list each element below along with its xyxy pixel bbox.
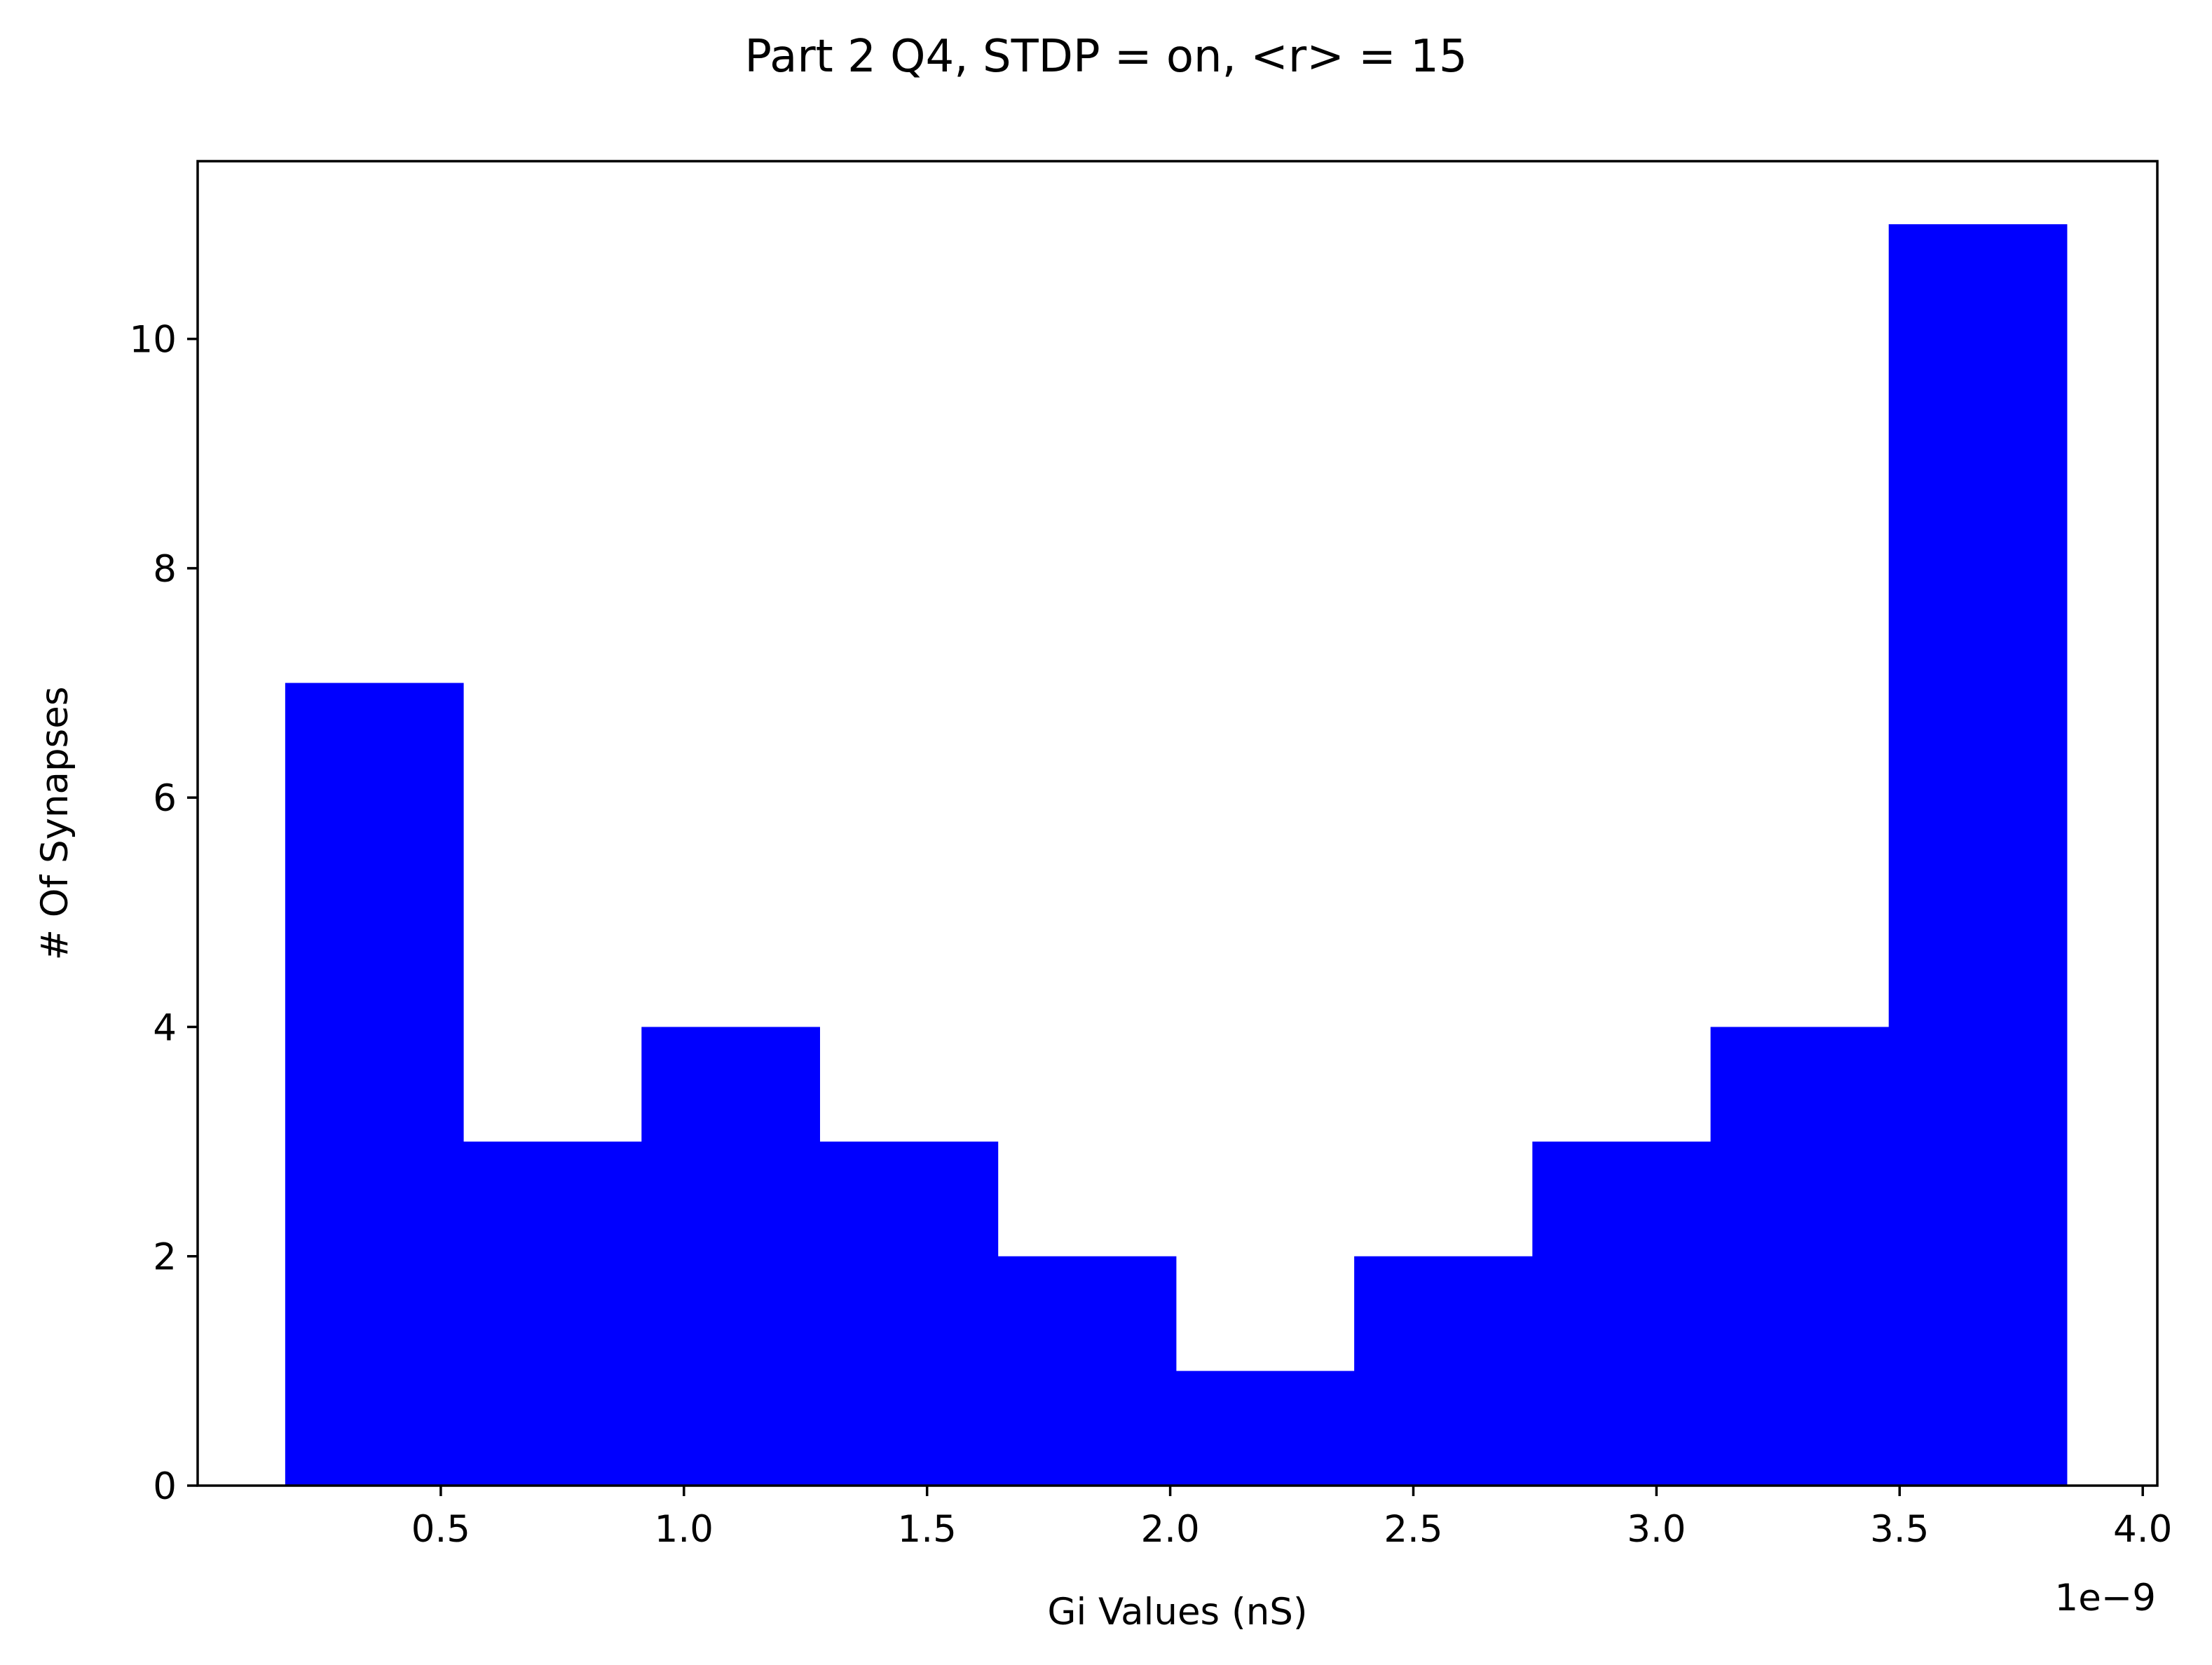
x-tick-label: 4.0	[2113, 1508, 2172, 1551]
x-axis-offset-label: 1e−9	[2055, 1577, 2156, 1619]
bars-group	[285, 224, 2068, 1486]
histogram-bar	[819, 1142, 999, 1486]
x-tick-label: 3.5	[1870, 1508, 1929, 1551]
x-tick-label: 2.5	[1384, 1508, 1442, 1551]
y-tick-label: 0	[153, 1465, 177, 1508]
histogram-bar	[1175, 1371, 1355, 1486]
plot-frame	[196, 160, 2159, 1487]
x-tick-label: 1.0	[655, 1508, 714, 1551]
x-tick-label: 1.5	[898, 1508, 957, 1551]
histogram-bar	[285, 683, 464, 1486]
x-tick-label: 3.0	[1627, 1508, 1686, 1551]
y-tick-label: 8	[153, 548, 177, 591]
y-tick-label: 2	[153, 1236, 177, 1279]
histogram-bar	[997, 1256, 1177, 1486]
histogram-bar	[641, 1027, 821, 1486]
y-tick-label: 10	[130, 319, 177, 362]
chart-title: Part 2 Q4, STDP = on, <r> = 15	[744, 31, 1467, 83]
x-tick-label: 2.0	[1140, 1508, 1199, 1551]
y-axis-ticks: 0 2 4 6 8 10	[130, 319, 198, 1508]
histogram-bar	[1710, 1027, 1890, 1486]
x-axis-ticks: 0.5 1.0 1.5 2.0 2.5 3.0 3.5 4.0	[411, 1486, 2172, 1551]
y-tick-label: 4	[153, 1006, 177, 1049]
y-tick-label: 6	[153, 777, 177, 820]
y-axis-label: # Of Synapses	[34, 686, 76, 960]
histogram-bar	[1354, 1256, 1533, 1486]
x-tick-label: 0.5	[411, 1508, 470, 1551]
histogram-bar	[1888, 224, 2068, 1486]
x-axis-label: Gi Values (nS)	[1047, 1591, 1307, 1633]
histogram-bar	[463, 1142, 642, 1486]
histogram-bar	[1532, 1142, 1712, 1486]
